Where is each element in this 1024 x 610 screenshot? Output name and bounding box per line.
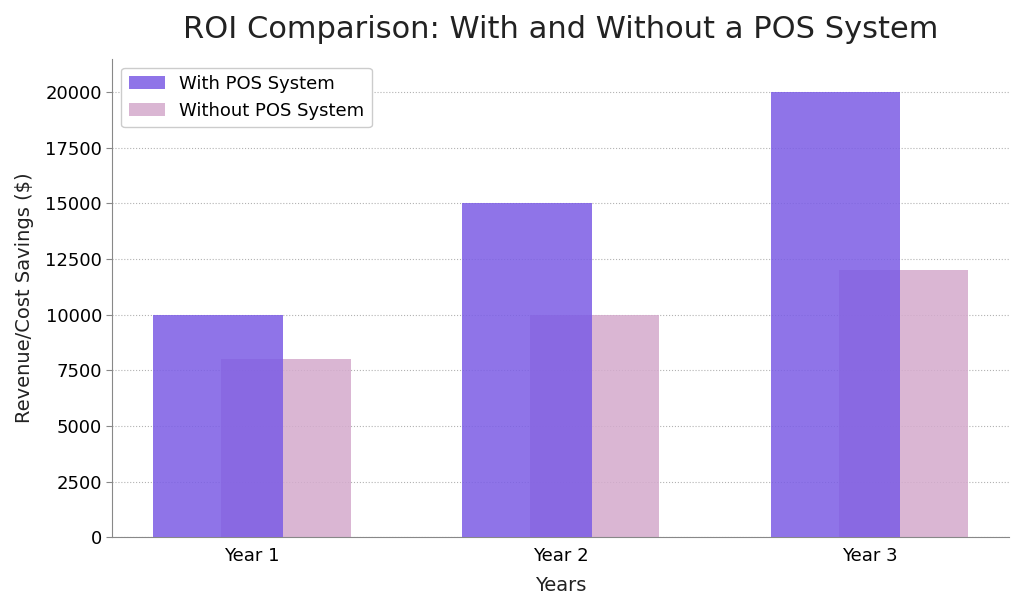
Y-axis label: Revenue/Cost Savings ($): Revenue/Cost Savings ($) xyxy=(15,173,34,423)
Bar xyxy=(462,204,592,537)
Bar xyxy=(839,270,969,537)
Bar xyxy=(154,315,283,537)
Legend: With POS System, Without POS System: With POS System, Without POS System xyxy=(122,68,372,127)
X-axis label: Years: Years xyxy=(535,576,587,595)
Bar xyxy=(529,315,659,537)
Title: ROI Comparison: With and Without a POS System: ROI Comparison: With and Without a POS S… xyxy=(183,15,938,44)
Bar xyxy=(771,92,900,537)
Bar xyxy=(221,359,351,537)
